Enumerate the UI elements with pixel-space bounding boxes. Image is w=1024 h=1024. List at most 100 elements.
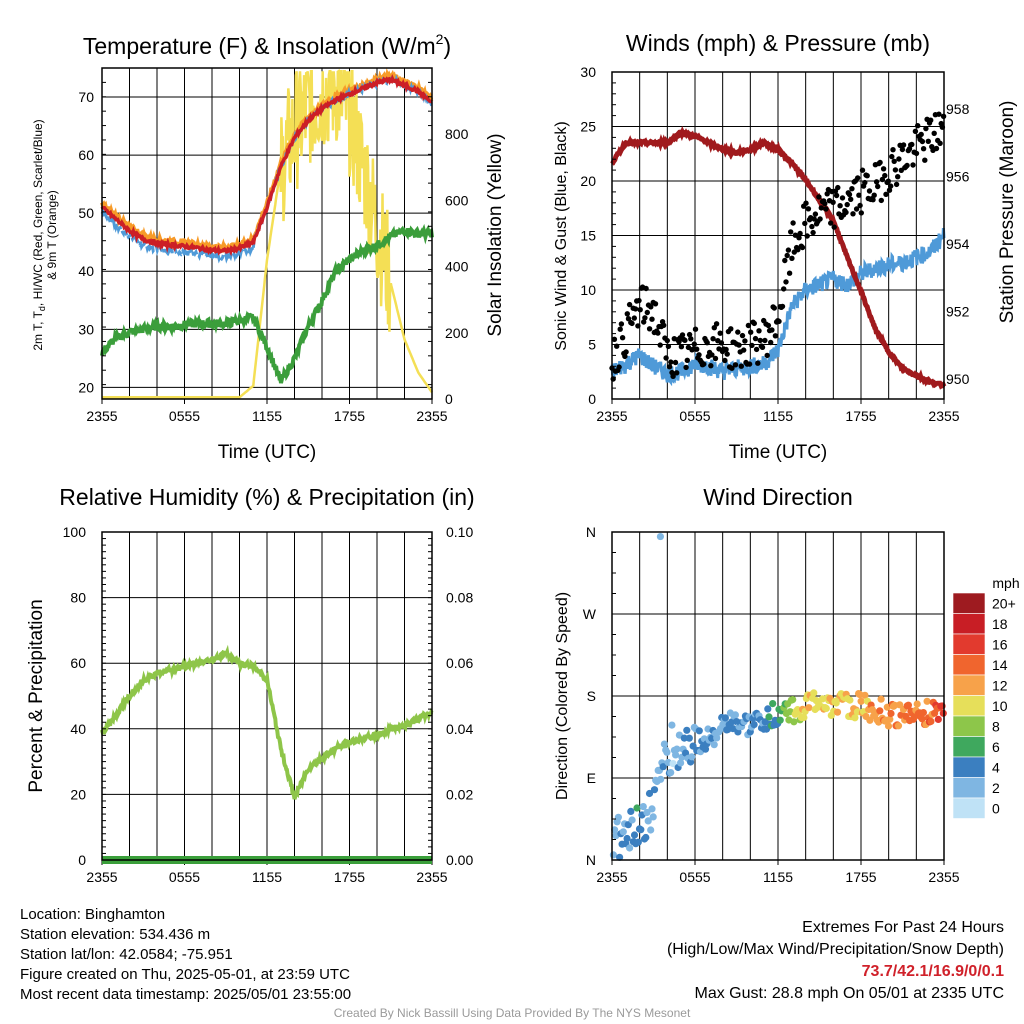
x-tick-label: 0555 [679, 408, 710, 424]
y2-tick-label: 0.08 [446, 590, 473, 606]
colorbar-swatch [952, 654, 986, 676]
gust-point [755, 360, 761, 366]
x-tick-label: 1155 [763, 869, 793, 885]
gust-point [626, 301, 633, 308]
gust-point [809, 223, 815, 230]
direction-point [904, 701, 913, 709]
elevation-text: Station elevation: 534.436 m [20, 926, 211, 943]
direction-point [659, 763, 667, 771]
winds-ylabel: Sonic Wind & Gust (Blue, Black) [553, 121, 570, 350]
gust-point [756, 328, 762, 334]
gust-point [683, 364, 689, 371]
gust-point [652, 301, 659, 307]
gust-point [919, 138, 926, 145]
direction-point [660, 740, 669, 748]
gust-point [670, 373, 676, 379]
direction-point [919, 709, 928, 717]
gust-point [937, 140, 943, 146]
gust-point [925, 138, 931, 144]
x-tick-label: 1755 [845, 869, 876, 885]
direction-point [851, 714, 859, 722]
gust-point [823, 206, 829, 212]
gust-point [765, 322, 772, 329]
gust-point [739, 332, 746, 339]
direction-point [628, 816, 636, 824]
colorbar-label: 10 [992, 698, 1008, 714]
gust-point [694, 346, 700, 352]
gust-point [622, 353, 628, 360]
gust-point [928, 117, 934, 123]
humidity-plot: 2355 0555 1155 1755 23550204060801000.000.02… [63, 524, 474, 885]
gust-point [674, 370, 680, 376]
gust-point [912, 128, 919, 134]
direction-point [649, 813, 657, 821]
dewpoint-line [100, 223, 434, 384]
x-tick-label: 1155 [252, 408, 282, 424]
direction-point [619, 828, 627, 836]
gust-point [701, 361, 707, 367]
direction-point [668, 721, 676, 729]
colorbar-label: 2 [992, 780, 1000, 796]
colorbar-title: mph [992, 575, 1019, 591]
gust-point [816, 194, 822, 200]
x-tick-label: 2355 [86, 869, 117, 885]
gust-point [822, 200, 828, 207]
gust-point [875, 183, 881, 190]
gust-point [776, 318, 782, 325]
gust-point [717, 330, 723, 336]
gust-point [837, 203, 843, 209]
gust-point [692, 326, 699, 332]
humidity-ylabel: Percent & Precipitation [26, 599, 47, 792]
direction-point [731, 711, 740, 719]
y-tick-label: 5 [588, 337, 596, 353]
gust-point [738, 363, 744, 369]
gust-point [882, 172, 888, 179]
y2-tick-label: 0.00 [446, 852, 473, 868]
direction-point [861, 691, 869, 699]
y2-tick-label: 954 [946, 236, 970, 252]
y-tick-label: 80 [70, 590, 86, 606]
direction-point [713, 734, 721, 742]
colorbar-label: 6 [992, 739, 1000, 755]
gust-point [835, 184, 841, 191]
y2-tick-label: 0.04 [446, 721, 473, 737]
gust-point [741, 347, 747, 353]
gust-point [764, 352, 770, 359]
gust-point [933, 145, 940, 152]
credit-text: Created By Nick Bassill Using Data Provi… [333, 1006, 691, 1020]
gust-point [870, 197, 876, 203]
gust-point [704, 340, 710, 346]
direction-point [769, 700, 777, 708]
y-tick-label: 20 [580, 173, 596, 189]
gust-point [892, 167, 899, 173]
gust-point [644, 309, 650, 316]
y-tick-label: 40 [70, 721, 86, 737]
direction-point [789, 696, 797, 704]
gust-point [899, 146, 906, 153]
gust-point [661, 322, 667, 328]
x-tick-label: 1155 [252, 869, 282, 885]
colorbar-swatch [952, 777, 986, 799]
gust-point [818, 205, 824, 211]
gust-point [850, 211, 856, 217]
gust-point [893, 181, 900, 188]
colorbar-swatch [952, 715, 986, 737]
direction-point [822, 704, 830, 713]
direction-point [683, 726, 691, 734]
gust-point [631, 315, 637, 321]
colorbar-swatch [952, 736, 986, 758]
extremes-description: (High/Low/Max Wind/Precipitation/Snow De… [666, 941, 1004, 958]
gust-point [718, 340, 725, 346]
gust-point [728, 326, 734, 332]
gust-point [784, 252, 790, 259]
x-tick-label: 2355 [928, 869, 959, 885]
direction-point [695, 727, 703, 735]
gust-point [888, 183, 894, 189]
direction-point [857, 697, 865, 705]
gust-point [849, 186, 855, 192]
gust-point [789, 255, 795, 261]
colorbar-swatch [952, 674, 986, 696]
y-tick-label: N [586, 852, 596, 868]
gust-point [712, 355, 719, 362]
gust-point [646, 326, 653, 332]
